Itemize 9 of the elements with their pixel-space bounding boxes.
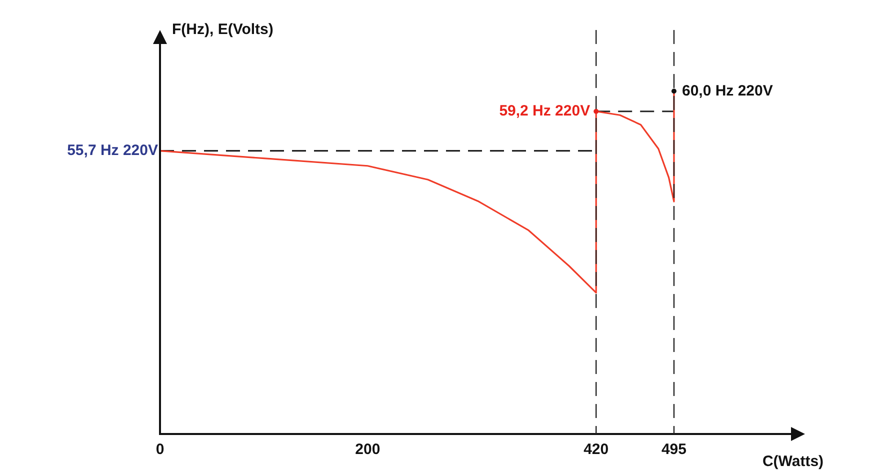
annotation: 60,0 Hz 220V [682,82,773,100]
annotation: 55,7 Hz 220V [67,142,158,159]
x-tick-label: 0 [156,441,164,458]
x-axis-title: C(Watts) [762,453,824,470]
x-tick-label: 495 [661,441,686,458]
y-axis-title: F(Hz), E(Volts) [172,21,274,38]
x-tick-label: 200 [355,441,380,458]
annotation: 59,2 Hz 220V [499,102,590,120]
x-tick-label: 420 [584,441,609,458]
